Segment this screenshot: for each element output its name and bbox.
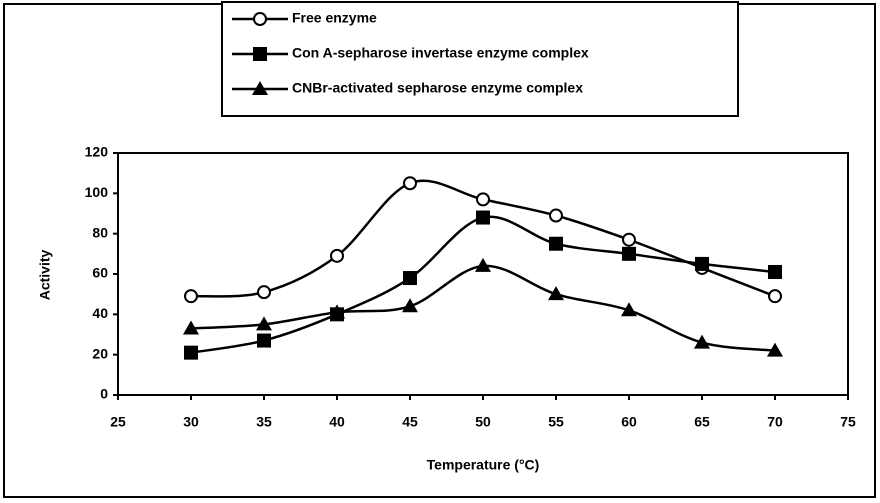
x-tick-label: 65 (694, 414, 710, 430)
y-tick-label: 100 (85, 184, 109, 200)
series-line (190, 264, 776, 352)
legend-marker (253, 12, 267, 26)
series-line (190, 179, 776, 298)
data-point (184, 289, 198, 304)
data-point (403, 176, 417, 191)
y-tick-label: 20 (92, 345, 108, 361)
data-point (476, 192, 490, 207)
legend-label: Con A-sepharose invertase enzyme complex (292, 45, 589, 61)
data-point (476, 210, 490, 225)
series-line (190, 215, 776, 354)
data-point (549, 236, 563, 251)
y-tick-label: 120 (85, 144, 109, 160)
legend-marker (252, 81, 268, 95)
data-point (621, 302, 637, 317)
data-point (694, 334, 710, 349)
data-point (475, 257, 491, 272)
data-point (183, 320, 199, 335)
data-point (184, 345, 198, 360)
x-tick-label: 25 (110, 414, 126, 430)
data-point (768, 289, 782, 304)
data-point (403, 271, 417, 286)
y-tick-label: 0 (100, 386, 108, 402)
x-tick-label: 35 (256, 414, 272, 430)
data-point (549, 208, 563, 223)
data-point (548, 286, 564, 301)
y-axis-title: Activity (37, 250, 53, 301)
x-tick-label: 50 (475, 414, 491, 430)
data-point (402, 298, 418, 313)
legend-label: CNBr-activated sepharose enzyme complex (292, 80, 583, 96)
legend-box (221, 1, 739, 117)
y-tick-label: 60 (92, 265, 108, 281)
x-axis-title: Temperature (°C) (427, 457, 540, 473)
x-tick-label: 60 (621, 414, 637, 430)
legend-label: Free enzyme (292, 10, 377, 26)
y-tick-label: 40 (92, 305, 108, 321)
data-point (330, 248, 344, 263)
plot-area (117, 152, 849, 396)
data-point (257, 285, 271, 300)
x-tick-label: 55 (548, 414, 564, 430)
data-point (257, 333, 271, 348)
data-point (622, 232, 636, 247)
x-tick-label: 70 (767, 414, 783, 430)
data-point (768, 264, 782, 279)
y-tick-label: 80 (92, 224, 108, 240)
data-point (767, 342, 783, 357)
x-tick-label: 45 (402, 414, 418, 430)
x-tick-label: 40 (329, 414, 345, 430)
data-point (695, 256, 709, 271)
data-point (329, 304, 345, 319)
x-tick-label: 75 (840, 414, 856, 430)
data-point (622, 246, 636, 261)
data-point (256, 316, 272, 331)
legend-marker (253, 47, 267, 61)
x-tick-label: 30 (183, 414, 199, 430)
